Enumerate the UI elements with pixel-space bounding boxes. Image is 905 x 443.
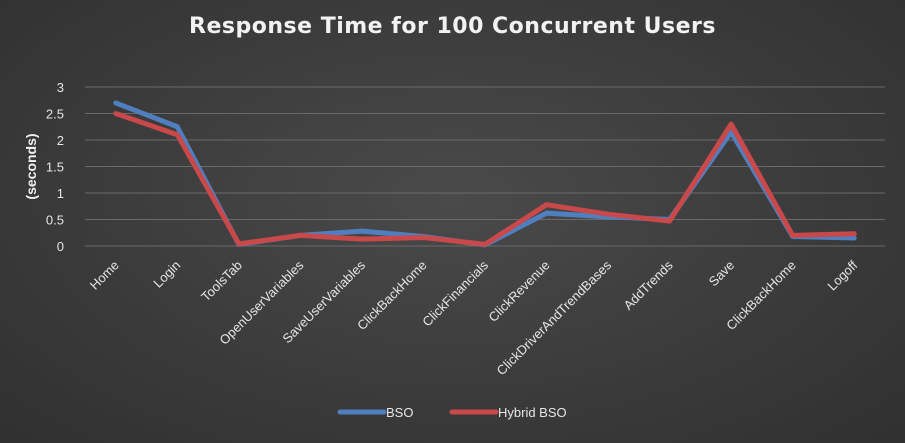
y-tick-label: 2.5 <box>46 107 64 122</box>
x-tick-label: Logoff <box>824 257 860 293</box>
legend: BSO Hybrid BSO <box>337 405 567 420</box>
y-axis-label: (seconds) <box>23 133 39 199</box>
y-tick-label: 0 <box>57 239 64 254</box>
chart-title: Response Time for 100 Concurrent Users <box>189 14 716 39</box>
x-tick-label: Home <box>87 258 122 293</box>
y-tick-label: 1.5 <box>46 160 64 175</box>
x-tick-label: Save <box>706 258 738 290</box>
x-tick-label: ClickRevenue <box>485 258 552 325</box>
x-tick-label: ToolsTab <box>198 258 245 305</box>
series-lines <box>113 100 857 248</box>
x-axis-ticks: Home Login ToolsTabOpenUserVariablesSaveUs… <box>87 257 861 378</box>
x-tick-label: ClickDriverAndTrendBases <box>494 257 615 378</box>
y-tick-label: 0.5 <box>46 213 64 228</box>
y-tick-label: 1 <box>57 186 64 201</box>
x-tick-label: AddTrends <box>621 257 677 313</box>
legend-label: Hybrid BSO <box>498 405 567 420</box>
grid-lines <box>85 86 885 247</box>
y-tick-label: 3 <box>57 80 64 95</box>
x-tick-label: ClickFinancials <box>419 257 491 329</box>
x-tick-label: Login <box>150 258 183 291</box>
legend-label: BSO <box>386 405 413 420</box>
y-tick-label: 2 <box>57 133 64 148</box>
series-line-hybrid-bso <box>113 111 857 247</box>
y-axis-ticks: 0 0.5 1 1.5 2 2.5 3 <box>46 80 64 254</box>
